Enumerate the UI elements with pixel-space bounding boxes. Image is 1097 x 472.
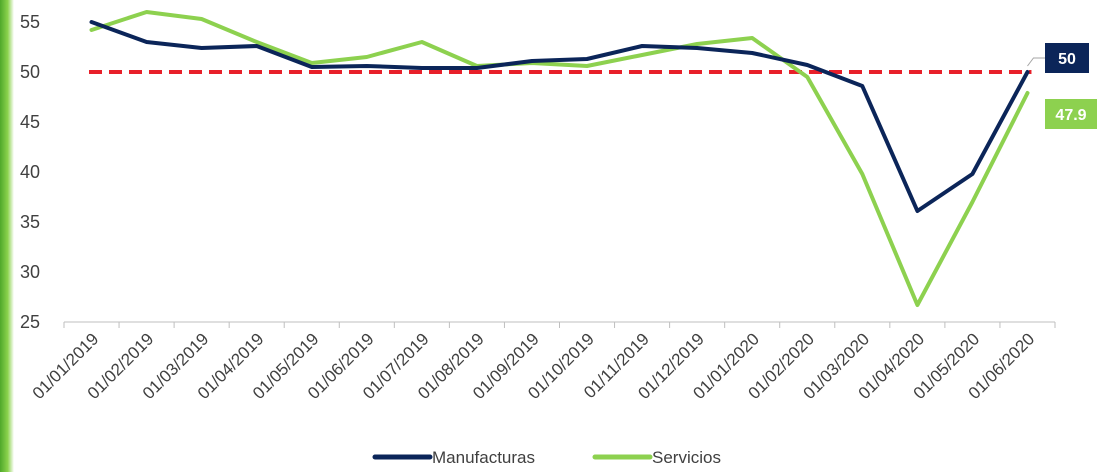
series-lines <box>89 10 1030 307</box>
series-line-servicios <box>89 10 1030 307</box>
data-label-box <box>1045 99 1097 129</box>
left-accent-bar <box>0 0 14 472</box>
x-axis-ticks: 01/01/201901/02/201901/03/201901/04/2019… <box>29 329 1039 403</box>
y-tick-label: 25 <box>20 312 40 332</box>
y-tick-label: 55 <box>20 12 40 32</box>
legend: Manufacturas Servicios <box>372 448 721 467</box>
data-label-leader <box>1027 57 1045 67</box>
data-label-box <box>1045 43 1089 73</box>
y-tick-label: 30 <box>20 262 40 282</box>
y-axis-ticks: 25 30 35 40 45 50 55 <box>20 12 40 332</box>
legend-label: Servicios <box>652 448 721 467</box>
y-tick-label: 50 <box>20 62 40 82</box>
data-label-manufacturas: 50 <box>1058 51 1076 68</box>
data-label-servicios: 47.9 <box>1055 107 1086 124</box>
y-tick-label: 40 <box>20 162 40 182</box>
series-line-manufacturas <box>89 20 1030 213</box>
legend-label: Manufacturas <box>432 448 535 467</box>
y-tick-label: 35 <box>20 212 40 232</box>
y-tick-label: 45 <box>20 112 40 132</box>
x-axis-tick-marks <box>63 322 1056 328</box>
data-labels: 50 47.9 <box>1027 43 1097 129</box>
